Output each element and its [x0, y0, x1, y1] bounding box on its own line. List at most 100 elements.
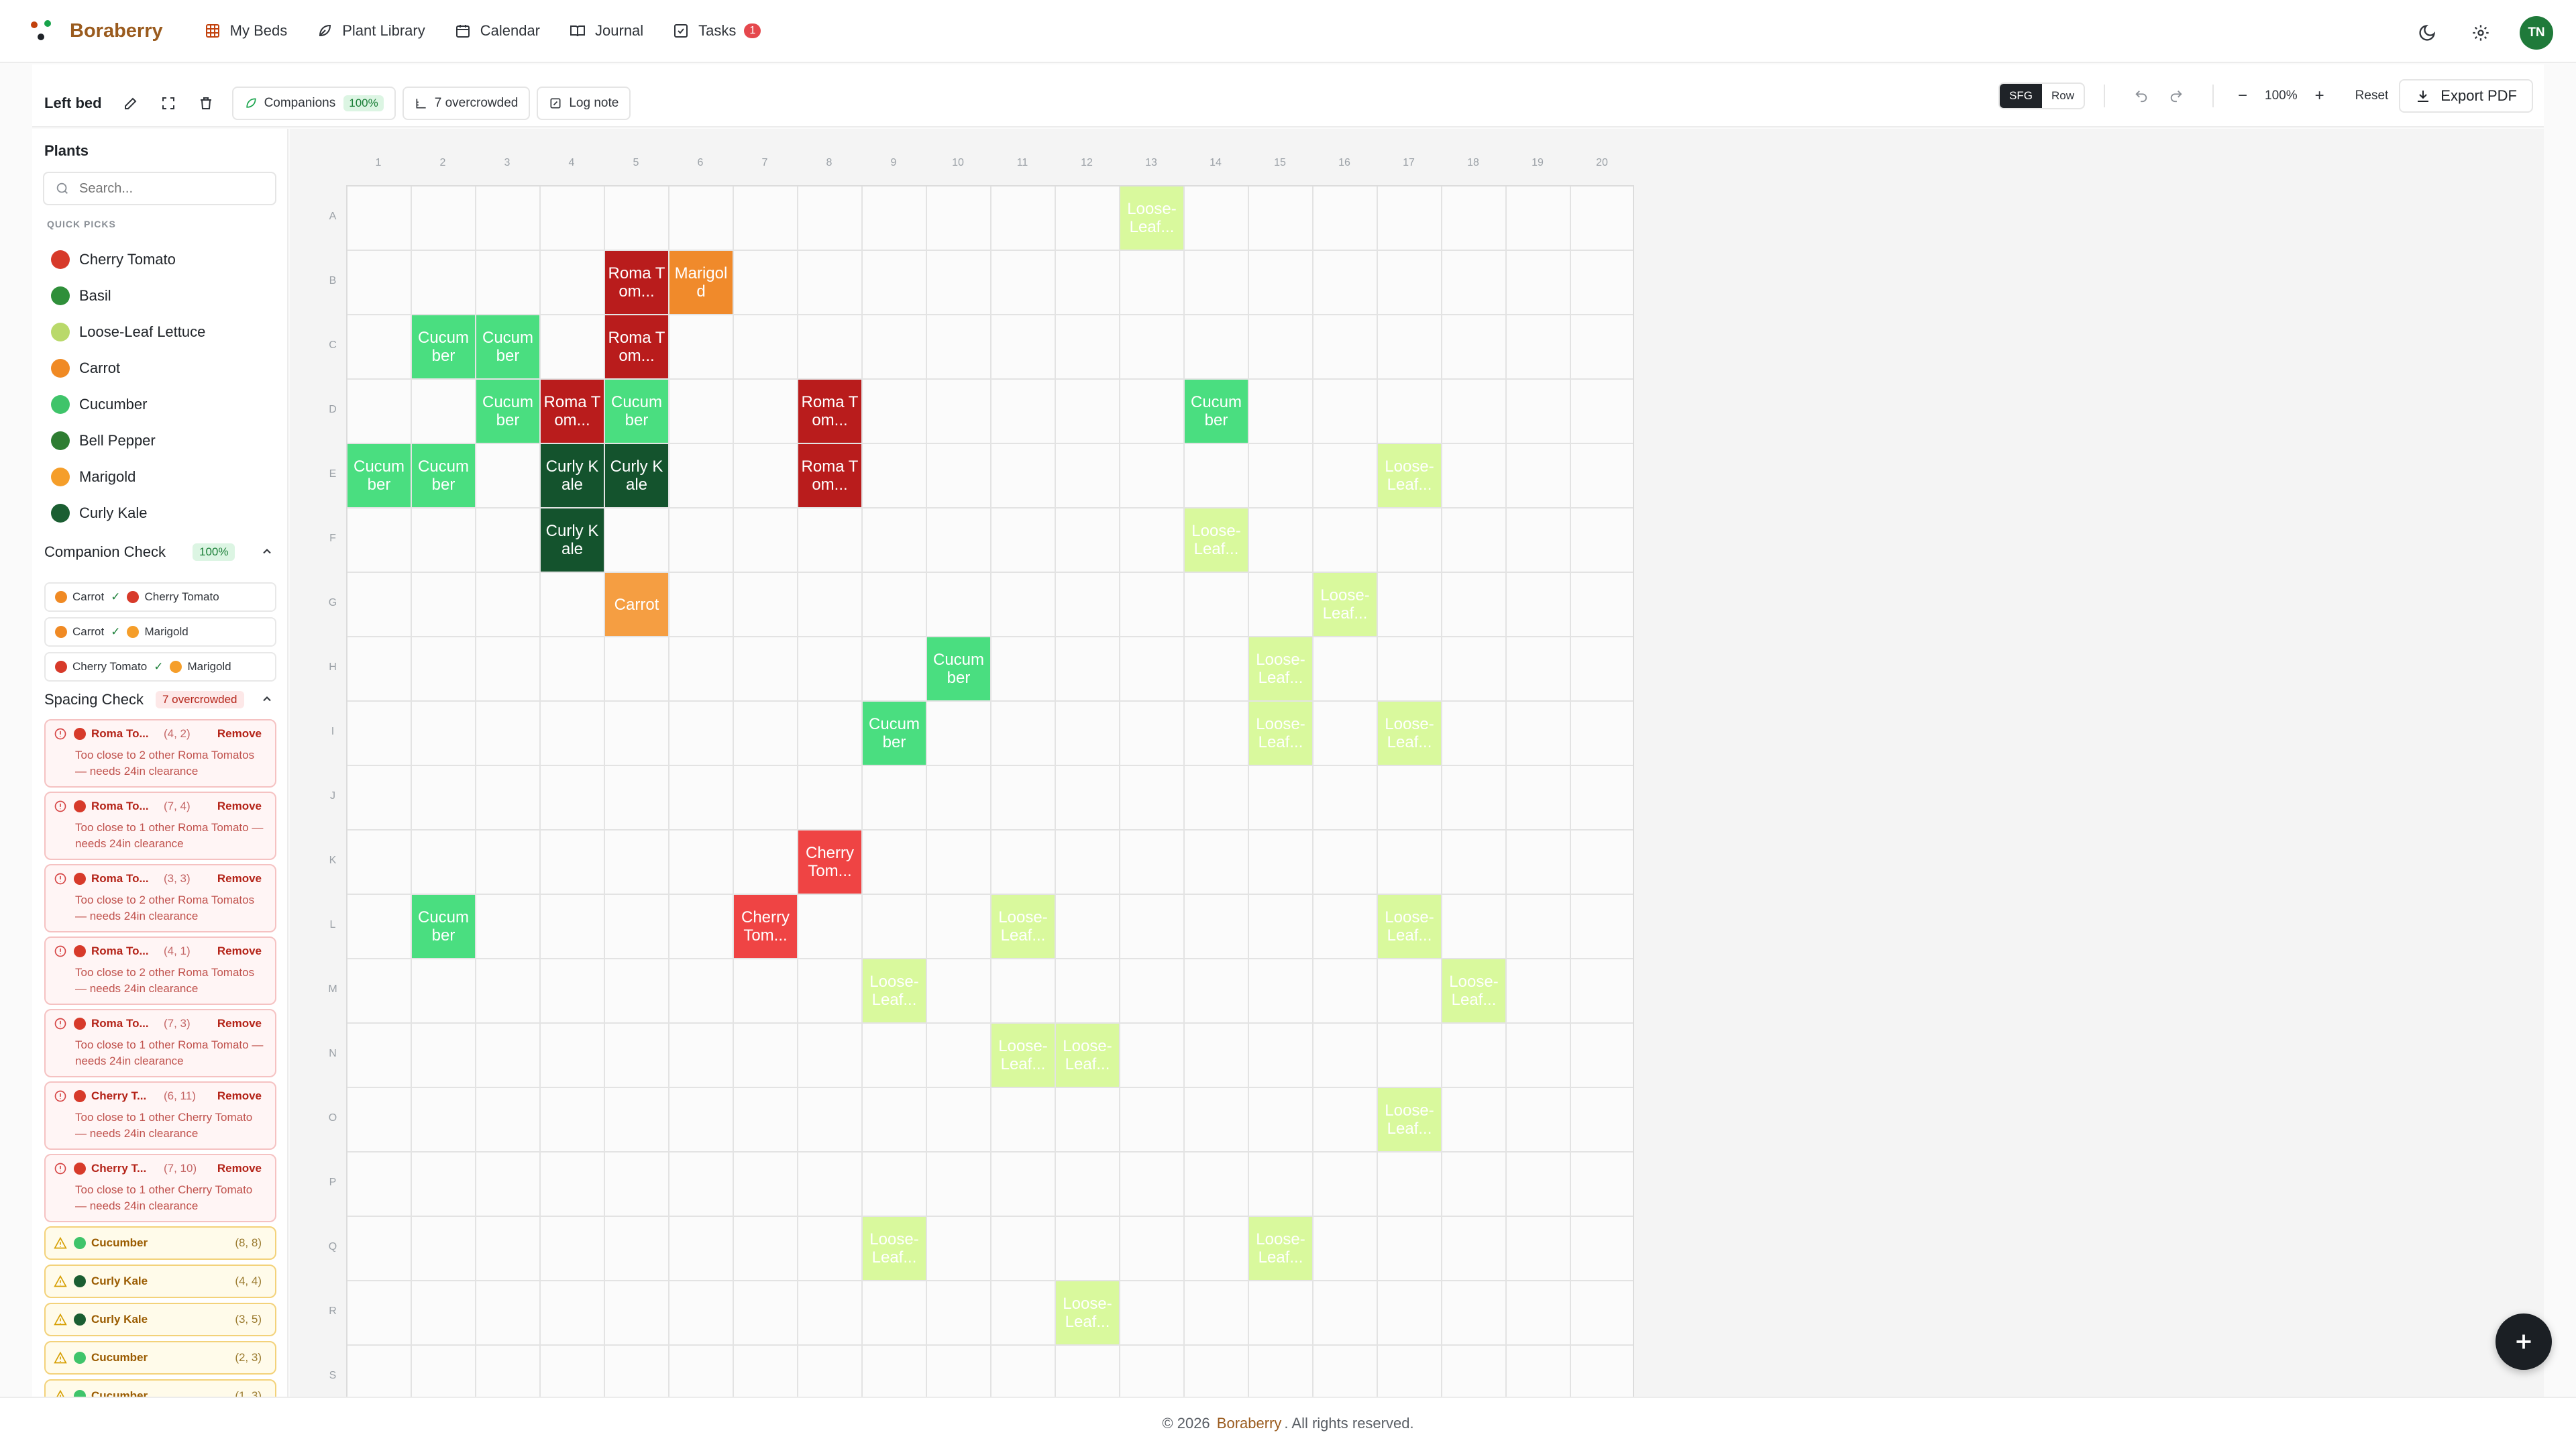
column-label: 7	[761, 157, 768, 168]
plant-cell[interactable]: Roma Tom...	[798, 380, 861, 443]
spacing-warning-card[interactable]: Curly Kale (4, 4)	[44, 1265, 276, 1298]
nav-tasks-label: Tasks	[698, 22, 737, 39]
overcrowded-chip[interactable]: 7 overcrowded	[402, 87, 531, 120]
plant-cell[interactable]: Loose-Leaf...	[991, 1024, 1055, 1087]
quick-pick-item[interactable]: Cherry Tomato	[51, 241, 205, 278]
layout-mode-toggle: SFG Row	[1998, 83, 2086, 109]
plant-cell[interactable]: Roma Tom...	[605, 251, 668, 314]
quick-pick-item[interactable]: Cucumber	[51, 386, 205, 423]
plant-cell[interactable]: Cucumber	[927, 637, 990, 700]
plant-cell[interactable]: Loose-Leaf...	[863, 1217, 926, 1280]
nav-journal[interactable]: Journal	[570, 22, 643, 40]
column-label: 13	[1145, 157, 1157, 168]
plant-cell[interactable]: Cucumber	[605, 380, 668, 443]
spacing-error-card: Cherry T... (6, 11) Remove Too close to 1 o…	[44, 1081, 276, 1150]
plant-cell[interactable]: Loose-Leaf...	[1056, 1024, 1119, 1087]
settings-button[interactable]	[2470, 22, 2491, 44]
plant-cell[interactable]: Roma Tom...	[798, 444, 861, 507]
brand[interactable]: Boraberry	[28, 17, 163, 44]
plant-cell[interactable]: Loose-Leaf...	[1056, 1281, 1119, 1344]
spacing-warning-card[interactable]: Curly Kale (3, 5)	[44, 1303, 276, 1336]
spacing-warning-card[interactable]: Cucumber (1, 3)	[44, 1379, 276, 1397]
companions-chip[interactable]: Companions 100%	[231, 87, 396, 120]
plant-cell[interactable]: Loose-Leaf...	[1378, 444, 1441, 507]
fullscreen-button[interactable]	[160, 95, 177, 112]
bed-grid[interactable]: Loose-Leaf... Roma Tom... Marigold Cucumber…	[346, 185, 1634, 1397]
plant-cell[interactable]: Loose-Leaf...	[1378, 1088, 1441, 1151]
mode-sfg[interactable]: SFG	[2000, 84, 2043, 108]
undo-button[interactable]	[2133, 88, 2149, 104]
remove-plant-button[interactable]: Remove	[217, 1017, 262, 1030]
quick-pick-item[interactable]: Basil	[51, 278, 205, 314]
nav-my-beds[interactable]: My Beds	[205, 22, 287, 40]
plant-cell[interactable]: Cucumber	[476, 380, 539, 443]
plant-cell[interactable]: Cherry Tom...	[798, 830, 861, 894]
export-pdf-button[interactable]: Export PDF	[2399, 79, 2533, 113]
companion-pair: Carrot ✓ Cherry Tomato	[44, 582, 276, 612]
plant-cell[interactable]: Cucumber	[476, 315, 539, 378]
plant-cell[interactable]: Cucumber	[412, 315, 475, 378]
plant-cell[interactable]: Loose-Leaf...	[1442, 959, 1505, 1022]
plant-cell[interactable]: Curly Kale	[541, 444, 604, 507]
spacing-warning-card[interactable]: Cucumber (2, 3)	[44, 1341, 276, 1375]
plant-cell[interactable]: Loose-Leaf...	[1249, 1217, 1312, 1280]
plant-cell[interactable]: Cucumber	[412, 444, 475, 507]
plant-cell[interactable]: Loose-Leaf...	[1249, 637, 1312, 700]
plant-cell[interactable]: Loose-Leaf...	[991, 895, 1055, 958]
delete-bed-button[interactable]	[197, 95, 215, 112]
plant-cell[interactable]: Curly Kale	[605, 444, 668, 507]
plant-cell[interactable]: Loose-Leaf...	[1120, 186, 1183, 250]
plant-cell[interactable]: Loose-Leaf...	[1378, 702, 1441, 765]
companion-check-header[interactable]: Companion Check 100%	[44, 543, 283, 561]
quick-pick-item[interactable]: Curly Kale	[51, 495, 205, 531]
redo-button[interactable]	[2168, 88, 2184, 104]
search-input[interactable]	[79, 180, 254, 197]
remove-plant-button[interactable]: Remove	[217, 872, 262, 885]
plant-cell[interactable]: Loose-Leaf...	[1378, 895, 1441, 958]
add-plant-fab[interactable]	[2496, 1313, 2552, 1370]
plant-cell[interactable]: Carrot	[605, 573, 668, 636]
remove-plant-button[interactable]: Remove	[217, 945, 262, 957]
plant-cell[interactable]: Marigold	[669, 251, 733, 314]
spacing-check-header[interactable]: Spacing Check 7 overcrowded	[44, 691, 283, 708]
avatar[interactable]: TN	[2520, 16, 2553, 50]
plant-icon	[51, 250, 70, 269]
plant-cell[interactable]: Roma Tom...	[605, 315, 668, 378]
mode-row[interactable]: Row	[2051, 89, 2075, 102]
spacing-coord: (7, 4)	[164, 800, 191, 812]
plant-cell[interactable]: Cucumber	[1185, 380, 1248, 443]
quick-pick-label: Cucumber	[79, 396, 148, 413]
spacing-warning-card[interactable]: Cucumber (8, 8)	[44, 1226, 276, 1260]
plant-cell[interactable]: Loose-Leaf...	[1313, 573, 1377, 636]
plant-cell[interactable]: Cherry Tom...	[734, 895, 797, 958]
nav-calendar[interactable]: Calendar	[455, 22, 540, 40]
rename-bed-button[interactable]	[122, 95, 140, 112]
zoom-out-button[interactable]: −	[2238, 87, 2248, 105]
remove-plant-button[interactable]: Remove	[217, 800, 262, 812]
quick-pick-item[interactable]: Marigold	[51, 459, 205, 495]
plant-cell[interactable]: Cucumber	[863, 702, 926, 765]
quick-pick-item[interactable]: Carrot	[51, 350, 205, 386]
plant-cell[interactable]: Cucumber	[412, 895, 475, 958]
quick-pick-item[interactable]: Bell Pepper	[51, 423, 205, 459]
zoom-in-button[interactable]: +	[2314, 87, 2324, 105]
grid-line	[347, 700, 1633, 702]
reset-zoom-button[interactable]: Reset	[2355, 89, 2389, 103]
remove-plant-button[interactable]: Remove	[217, 727, 262, 740]
row-label: O	[328, 1112, 337, 1124]
search-icon	[56, 182, 68, 194]
quick-pick-item[interactable]: Loose-Leaf Lettuce	[51, 314, 205, 350]
plant-cell[interactable]: Cucumber	[347, 444, 411, 507]
footer-brand[interactable]: Boraberry	[1216, 1415, 1282, 1432]
plant-cell[interactable]: Loose-Leaf...	[1249, 702, 1312, 765]
dark-mode-toggle[interactable]	[2416, 22, 2438, 44]
remove-plant-button[interactable]: Remove	[217, 1162, 262, 1175]
log-note-button[interactable]: Log note	[537, 87, 631, 120]
plant-cell[interactable]: Loose-Leaf...	[863, 959, 926, 1022]
plant-cell[interactable]: Loose-Leaf...	[1185, 508, 1248, 572]
nav-tasks[interactable]: Tasks 1	[673, 22, 761, 40]
plant-cell[interactable]: Curly Kale	[541, 508, 604, 572]
plant-cell[interactable]: Roma Tom...	[541, 380, 604, 443]
remove-plant-button[interactable]: Remove	[217, 1089, 262, 1102]
nav-plant-library[interactable]: Plant Library	[317, 22, 425, 40]
